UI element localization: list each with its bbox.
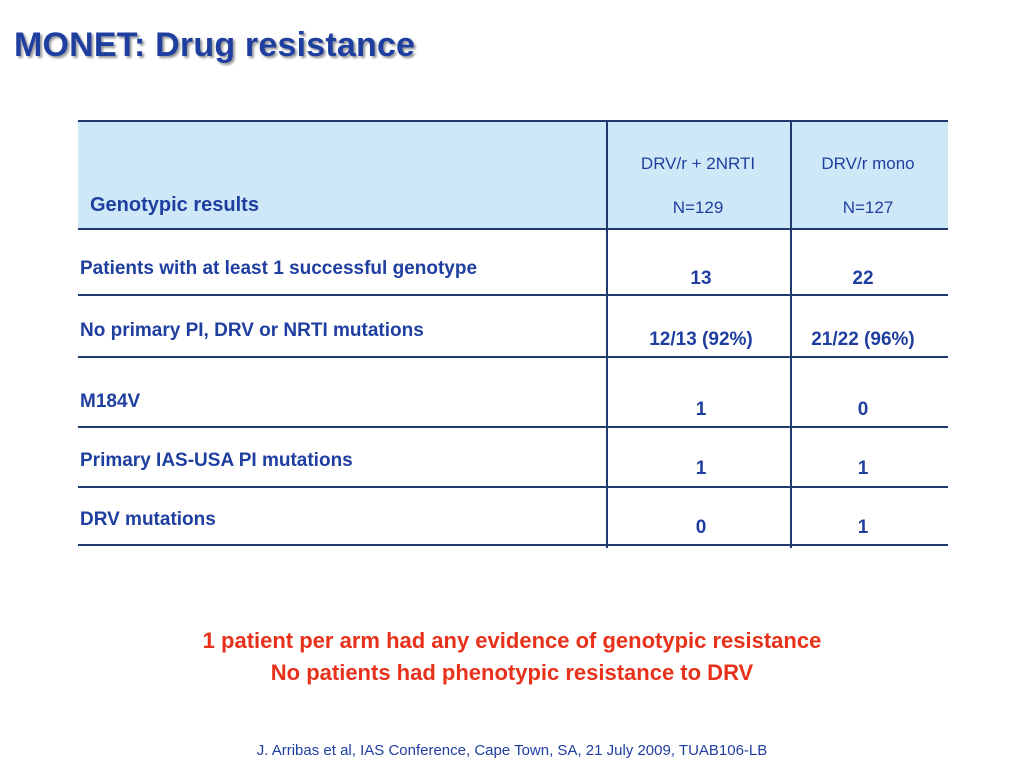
column-1-name: DRV/r + 2NRTI [640, 154, 756, 173]
row-label: M184V [80, 391, 141, 412]
row-label: Primary IAS-USA PI mutations [80, 450, 353, 471]
row-value: 22 [852, 268, 874, 289]
row-value: 0 [857, 399, 869, 420]
column-divider [790, 120, 792, 548]
row-value: 21/22 (96%) [811, 329, 915, 350]
column-2-n: N=127 [842, 198, 894, 217]
row-rule [78, 426, 948, 428]
row-rule [78, 486, 948, 488]
row-value: 1 [857, 517, 869, 538]
row-label: Patients with at least 1 successful geno… [80, 258, 478, 279]
row-rule [78, 356, 948, 358]
column-1-n: N=129 [672, 198, 724, 217]
slide-title: MONET: Drug resistance [14, 26, 416, 64]
row-label: DRV mutations [80, 509, 216, 530]
row-value: 13 [690, 268, 712, 289]
table-header-rule [78, 228, 948, 230]
row-value: 0 [695, 517, 707, 538]
column-divider [606, 120, 608, 548]
table-bottom-rule [78, 544, 948, 546]
note-line: No patients had phenotypic resistance to… [270, 660, 754, 685]
row-value: 12/13 (92%) [649, 329, 753, 350]
column-2-name: DRV/r mono [821, 154, 915, 173]
row-value: 1 [857, 458, 869, 479]
row-value: 1 [695, 458, 707, 479]
row-value: 1 [695, 399, 707, 420]
note-line: 1 patient per arm had any evidence of ge… [202, 628, 822, 653]
row-rule [78, 294, 948, 296]
row-label: No primary PI, DRV or NRTI mutations [80, 320, 424, 341]
table-top-rule [78, 120, 948, 122]
citation: J. Arribas et al, IAS Conference, Cape T… [256, 742, 768, 759]
results-table: Genotypic results DRV/r + 2NRTI N=129 DR… [78, 120, 948, 550]
table-header-background [78, 122, 948, 230]
header-label: Genotypic results [90, 194, 259, 216]
